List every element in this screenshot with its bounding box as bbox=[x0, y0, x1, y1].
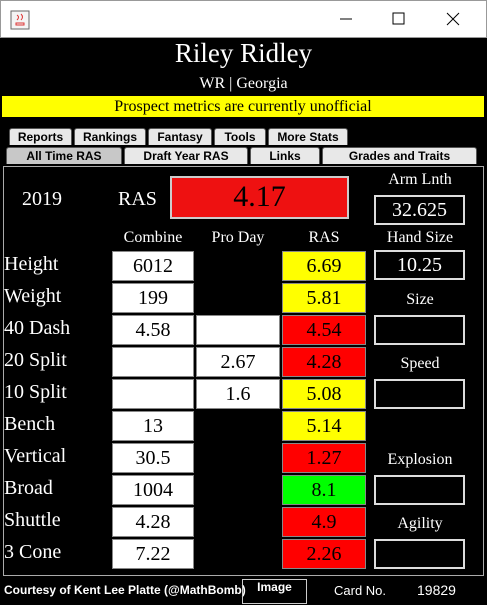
combine-cell: 199 bbox=[112, 283, 194, 313]
ras-label: RAS bbox=[118, 188, 157, 210]
pro-day-cell: 2.67 bbox=[196, 347, 280, 377]
card-number: 19829 bbox=[417, 582, 456, 598]
year: 2019 bbox=[22, 188, 62, 210]
combine-cell: 13 bbox=[112, 411, 194, 441]
group-score bbox=[374, 475, 465, 505]
row-label: 40 Dash bbox=[4, 317, 71, 339]
tab[interactable]: Draft Year RAS bbox=[124, 147, 248, 164]
app-icon bbox=[10, 10, 30, 30]
column-header: Combine bbox=[123, 229, 183, 246]
combine-cell bbox=[112, 379, 194, 409]
combine-cell: 1004 bbox=[112, 475, 194, 505]
tab[interactable]: Rankings bbox=[74, 128, 146, 145]
pro-day-cell: 1.6 bbox=[196, 379, 280, 409]
group-score bbox=[374, 539, 465, 569]
combine-cell bbox=[112, 347, 194, 377]
combine-cell: 4.58 bbox=[112, 315, 194, 345]
row-label: 10 Split bbox=[4, 381, 67, 403]
tab[interactable]: Fantasy bbox=[148, 128, 212, 145]
combine-cell: 6012 bbox=[112, 251, 194, 281]
combine-cell: 7.22 bbox=[112, 539, 194, 569]
row-label: Weight bbox=[4, 285, 62, 307]
hand-label: Hand Size bbox=[386, 229, 454, 246]
row-label: 20 Split bbox=[4, 349, 67, 371]
ras-cell: 5.81 bbox=[282, 283, 366, 313]
column-header: RAS bbox=[308, 229, 340, 246]
tab[interactable]: More Stats bbox=[268, 128, 348, 145]
minimize-button[interactable] bbox=[334, 7, 358, 31]
group-label: Agility bbox=[397, 515, 443, 532]
ras-cell: 5.14 bbox=[282, 411, 366, 441]
ras-cell: 2.26 bbox=[282, 539, 366, 569]
row-label: Shuttle bbox=[4, 509, 61, 531]
group-score bbox=[374, 315, 465, 345]
ras-score: 4.17 bbox=[170, 176, 349, 219]
arm-label: Arm Lnth bbox=[388, 171, 452, 188]
ras-cell: 8.1 bbox=[282, 475, 366, 505]
row-label: 3 Cone bbox=[4, 541, 62, 563]
ras-cell: 5.08 bbox=[282, 379, 366, 409]
group-label: Speed bbox=[400, 355, 440, 372]
column-header: Pro Day bbox=[211, 229, 265, 246]
credit: Courtesy of Kent Lee Platte (@MathBomb) bbox=[4, 583, 246, 597]
row-label: Vertical bbox=[4, 445, 67, 467]
arm-value: 32.625 bbox=[374, 195, 465, 225]
close-button[interactable] bbox=[441, 7, 465, 31]
notice-banner: Prospect metrics are currently unofficia… bbox=[2, 96, 484, 117]
image-button[interactable]: Image bbox=[242, 579, 307, 604]
player-name: Riley Ridley bbox=[174, 38, 313, 68]
title-bar bbox=[0, 0, 487, 38]
combine-cell: 4.28 bbox=[112, 507, 194, 537]
maximize-button[interactable] bbox=[387, 7, 411, 31]
ras-cell: 1.27 bbox=[282, 443, 366, 473]
group-label: Size bbox=[406, 291, 434, 308]
row-label: Height bbox=[4, 253, 59, 275]
player-subtitle: WR | Georgia bbox=[199, 75, 288, 92]
tab[interactable]: Grades and Traits bbox=[322, 147, 477, 164]
ras-cell: 4.28 bbox=[282, 347, 366, 377]
hand-value: 10.25 bbox=[374, 250, 465, 280]
row-label: Broad bbox=[4, 477, 53, 499]
card-label: Card No. bbox=[334, 583, 387, 598]
group-score bbox=[374, 379, 465, 409]
group-label: Explosion bbox=[387, 451, 453, 468]
pro-day-cell bbox=[196, 315, 280, 345]
row-label: Bench bbox=[4, 413, 56, 435]
tab[interactable]: Reports bbox=[9, 128, 72, 145]
tab[interactable]: Tools bbox=[214, 128, 266, 145]
ras-cell: 4.9 bbox=[282, 507, 366, 537]
panel bbox=[3, 166, 484, 576]
ras-cell: 6.69 bbox=[282, 251, 366, 281]
tab[interactable]: All Time RAS bbox=[6, 147, 122, 164]
tab[interactable]: Links bbox=[250, 147, 320, 164]
combine-cell: 30.5 bbox=[112, 443, 194, 473]
ras-cell: 4.54 bbox=[282, 315, 366, 345]
